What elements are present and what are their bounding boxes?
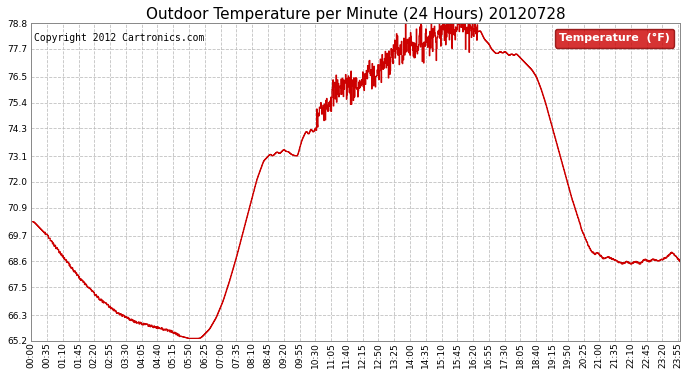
Title: Outdoor Temperature per Minute (24 Hours) 20120728: Outdoor Temperature per Minute (24 Hours… — [146, 7, 565, 22]
Text: Copyright 2012 Cartronics.com: Copyright 2012 Cartronics.com — [34, 33, 205, 43]
Legend: Temperature  (°F): Temperature (°F) — [555, 28, 675, 48]
